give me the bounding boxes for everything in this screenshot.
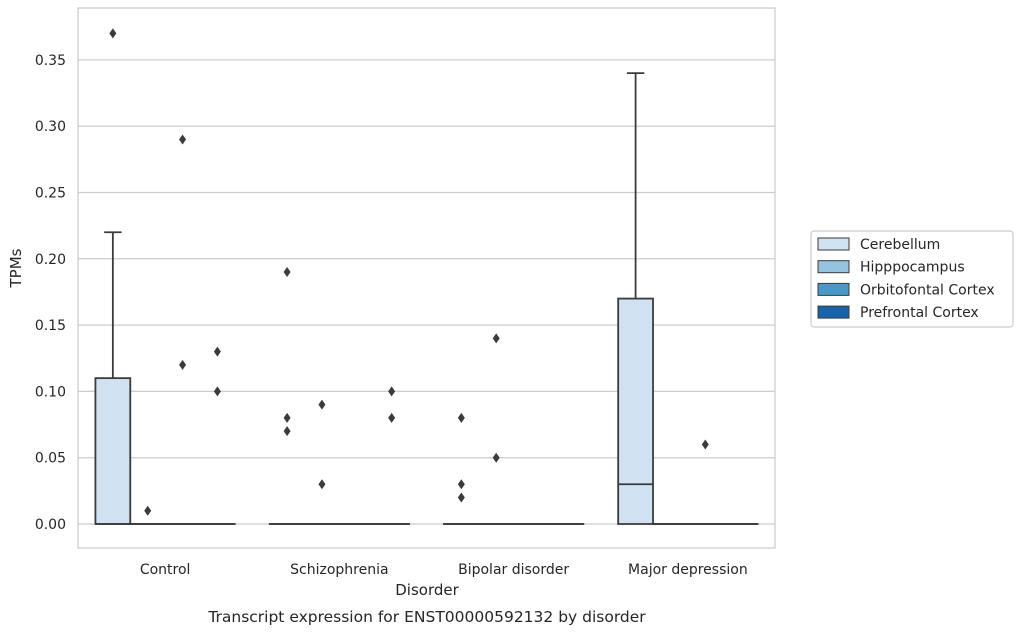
box-hipppocampus [129, 505, 167, 525]
outlier-point [318, 399, 326, 410]
box-cerebellum [443, 412, 480, 525]
x-axis-label: Disorder [395, 581, 459, 599]
box-cerebellum [617, 72, 654, 525]
outlier-point [457, 412, 465, 423]
outlier-point [283, 412, 291, 423]
x-tick-labels: Control Schizophrenia Bipolar disorder Majo… [140, 562, 748, 578]
outlier-point [179, 359, 187, 370]
outlier-point [388, 412, 396, 423]
outlier-point [179, 134, 187, 145]
legend-swatch [817, 237, 850, 251]
x-tick-label: Bipolar disorder [458, 562, 569, 578]
outlier-point [457, 492, 465, 503]
y-tick-label: 0.10 [35, 384, 66, 400]
outlier-point [283, 426, 291, 437]
y-tick-label: 0.30 [35, 119, 66, 135]
legend-swatch [817, 282, 850, 296]
outlier-point [213, 386, 221, 397]
outlier-point [283, 267, 291, 278]
grid-lines [78, 59, 775, 525]
legend-swatch [817, 305, 850, 319]
outlier-point [457, 479, 465, 490]
y-tick-label: 0.20 [35, 252, 66, 268]
y-tick-labels: 0.00 0.05 0.10 0.15 0.20 0.25 0.30 0.35 [35, 53, 66, 533]
box-prefrontal-cortex [199, 346, 236, 525]
outlier-point [213, 346, 221, 357]
outlier-point [144, 505, 152, 516]
chart-caption: Transcript expression for ENST0000059213… [207, 608, 646, 626]
outlier-point [492, 333, 500, 344]
x-tick-label: Major depression [628, 562, 748, 578]
box-body [617, 297, 654, 525]
x-tick-label: Schizophrenia [290, 562, 388, 578]
legend-label: Hipppocampus [860, 260, 965, 276]
legend-label: Prefrontal Cortex [860, 305, 979, 321]
y-tick-label: 0.05 [35, 451, 66, 467]
legend-frame [810, 230, 1014, 328]
box-body [94, 377, 132, 525]
box-hipppocampus [303, 399, 341, 525]
y-tick-label: 0.15 [35, 318, 66, 334]
outlier-point [388, 386, 396, 397]
legend-label: Orbitofontal Cortex [860, 282, 995, 298]
outlier-point [492, 452, 500, 463]
x-tick-label: Control [140, 562, 191, 578]
box-hipppocampus [477, 333, 515, 525]
box-cerebellum [268, 267, 306, 525]
y-tick-label: 0.00 [35, 517, 66, 533]
y-tick-label: 0.35 [35, 53, 66, 69]
box-prefrontal-cortex [373, 386, 410, 525]
outlier-point [701, 439, 709, 450]
box-orbitofontal-cortex [686, 439, 724, 525]
y-axis-label: TPMs [7, 248, 25, 288]
outlier-point [318, 479, 326, 490]
legend-swatch [817, 260, 850, 274]
box-marks [94, 28, 759, 525]
box-cerebellum [94, 28, 132, 525]
legend: Cerebellum Hipppocampus Orbitofontal Corte… [810, 230, 1014, 328]
legend-label: Cerebellum [860, 237, 940, 253]
plot-frame [77, 7, 776, 549]
outlier-point [109, 28, 117, 39]
y-tick-label: 0.25 [35, 186, 66, 202]
